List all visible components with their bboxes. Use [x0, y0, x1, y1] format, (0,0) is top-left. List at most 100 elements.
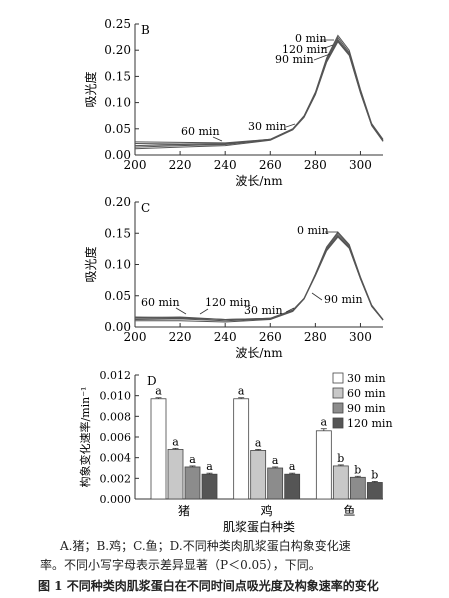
y-tick-label: 0.20 [104, 43, 131, 57]
series-line-120-min [134, 235, 384, 321]
bar-鸡-30-min [233, 398, 250, 500]
annotation-leader [285, 307, 295, 313]
x-tick-label: 220 [169, 330, 192, 344]
annotation-leader [285, 123, 296, 128]
annotation-label: 0 min [297, 224, 329, 237]
x-axis-label: 肌浆蛋白种类 [223, 519, 295, 533]
annotation-leader [311, 292, 323, 301]
x-tick-label: 280 [304, 158, 327, 172]
y-tick-label: 0.20 [104, 195, 131, 209]
significance-letter: a [206, 460, 213, 473]
bar-鸡-90-min [267, 467, 284, 500]
y-tick-label: 0.15 [104, 226, 131, 240]
significance-letter: b [337, 452, 344, 465]
legend-label: 120 min [347, 417, 393, 430]
x-tick-label: 240 [214, 158, 237, 172]
figure-title: 图 1 不同种类肉肌浆蛋白在不同时间点吸光度及构象速率的变化 [38, 579, 379, 593]
caption-line-1: A.猪；B.鸡；C.鱼；D.不同种类肉肌浆蛋白构象变化速 [60, 539, 351, 553]
y-tick-label: 0.25 [104, 17, 131, 31]
y-tick-label: 0.15 [104, 69, 131, 83]
annotation-label: 120 min [205, 296, 251, 309]
y-axis-label: 吸光度 [83, 71, 98, 107]
significance-letter: a [189, 453, 196, 466]
y-tick-label: 0.05 [104, 289, 131, 303]
bar-鱼-30-min [315, 430, 332, 500]
significance-letter: a [289, 460, 296, 473]
annotation-label: 120 min [282, 43, 328, 56]
panel-label: D [147, 374, 157, 388]
x-tick-label: 260 [259, 158, 282, 172]
x-tick-label: 240 [214, 330, 237, 344]
significance-letter: b [354, 463, 361, 476]
y-axis-label: 吸光度 [83, 246, 98, 282]
annotation-leader [212, 136, 223, 142]
bar-猪-60-min [167, 449, 184, 500]
category-label: 鱼 [343, 504, 355, 518]
y-tick-label: 0.00 [104, 148, 131, 162]
panel-label: B [141, 23, 150, 37]
annotation-label: 0 min [295, 32, 327, 45]
y-tick-label: 0.008 [100, 410, 132, 423]
annotation-label: 90 min [324, 293, 363, 306]
y-axis-label: 构象变化速率/min⁻¹ [78, 387, 92, 488]
series-line-120-min [134, 39, 384, 147]
x-tick-label: 200 [124, 158, 147, 172]
significance-letter: a [255, 436, 262, 449]
significance-letter: a [155, 385, 162, 398]
annotation-label: 60 min [141, 296, 180, 309]
panel-c-spectrum-chart: 200 220 240 260 280 300 0.00 0.05 0.10 0.15 0.20 C 波… [83, 195, 384, 360]
significance-letter: a [172, 435, 179, 448]
category-label: 猪 [178, 504, 190, 518]
significance-letter: a [321, 416, 328, 429]
y-tick-label: 0.10 [104, 96, 131, 110]
annotation-leader [313, 53, 331, 61]
x-tick-label: 300 [349, 330, 372, 344]
annotation-leader [321, 44, 334, 50]
y-tick-label: 0.006 [100, 431, 132, 444]
annotation-label: 90 min [275, 53, 314, 66]
legend-swatch [332, 402, 344, 414]
y-tick-label: 0.10 [104, 258, 131, 272]
annotation-label: 30 min [248, 120, 287, 133]
x-tick-label: 260 [259, 330, 282, 344]
caption-line-2: 率。不同小写字母表示差异显著（P＜0.05），下同。 [40, 558, 321, 572]
legend-swatch [332, 417, 344, 429]
x-tick-label: 220 [169, 158, 192, 172]
bar-鸡-120-min [284, 473, 301, 500]
y-tick-label: 0.012 [100, 369, 132, 382]
x-axis-label: 波长/nm [235, 174, 283, 188]
y-tick-label: 0.000 [100, 493, 132, 506]
x-axis-label: 波长/nm [235, 346, 283, 360]
annotation-leader [175, 307, 187, 315]
panel-b-spectrum-chart: 200 220 240 260 280 300 0.00 0.05 0.10 0.15 0.20 0.… [83, 17, 384, 188]
annotation-label: 60 min [181, 125, 220, 138]
legend-swatch [332, 372, 344, 384]
panel-label: C [141, 201, 150, 215]
category-label: 鸡 [261, 503, 273, 518]
panel-d-bar-chart: 0.000 0.002 0.004 0.006 0.008 0.010 0.012 D 构象变化… [78, 369, 393, 533]
bar-鸡-60-min [250, 450, 267, 500]
annotation-label: 30 min [244, 304, 283, 317]
y-tick-label: 0.004 [100, 452, 132, 465]
x-tick-label: 280 [304, 330, 327, 344]
bar-鱼-90-min [349, 476, 366, 500]
legend-label: 30 min [347, 372, 386, 385]
y-tick-label: 0.010 [100, 390, 132, 403]
significance-letter: a [272, 454, 279, 467]
y-tick-label: 0.00 [104, 320, 131, 334]
y-tick-label: 0.05 [104, 122, 131, 136]
x-tick-label: 200 [124, 330, 147, 344]
legend-label: 90 min [347, 402, 386, 415]
bar-猪-120-min [201, 473, 218, 500]
legend-swatch [332, 387, 344, 399]
legend-label: 60 min [347, 387, 386, 400]
bar-鱼-60-min [332, 465, 349, 500]
y-tick-label: 0.002 [100, 472, 132, 485]
x-tick-label: 300 [349, 158, 372, 172]
bar-猪-30-min [150, 398, 167, 500]
annotation-leader [199, 308, 209, 315]
bar-猪-90-min [184, 466, 201, 500]
bar-鱼-120-min [366, 482, 383, 500]
significance-letter: b [371, 468, 378, 481]
